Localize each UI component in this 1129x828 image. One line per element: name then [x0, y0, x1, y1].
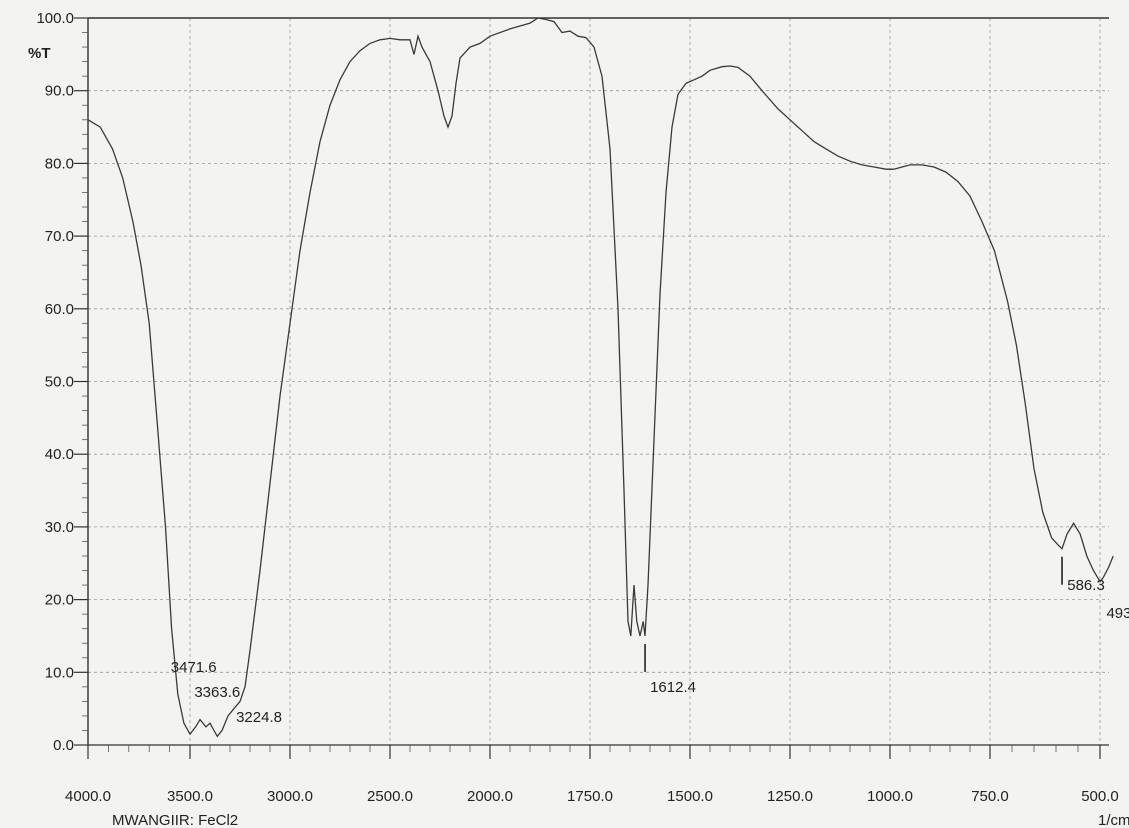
x-tick-label: 1500.0	[667, 788, 713, 805]
peak-label: 493.	[1106, 605, 1129, 622]
x-tick-label: 2000.0	[467, 788, 513, 805]
y-tick-label: 100.0	[36, 10, 74, 27]
x-tick-label: 3500.0	[167, 788, 213, 805]
x-tick-label: 4000.0	[65, 788, 111, 805]
y-tick-label: 40.0	[45, 446, 74, 463]
y-tick-label: 50.0	[45, 374, 74, 391]
y-axis-ticks: 0.0 10.0 20.0 30.0 40.0 50.0 60.0 70.0 80.0 90.0 1…	[36, 10, 88, 754]
y-tick-label: 20.0	[45, 592, 74, 609]
y-tick-label: 70.0	[45, 228, 74, 245]
y-tick-label: 0.0	[53, 737, 74, 754]
y-axis-label: %T	[28, 45, 51, 62]
grid	[87, 17, 1109, 746]
y-tick-label: 90.0	[45, 83, 74, 100]
x-tick-label: 500.0	[1081, 788, 1119, 805]
peak-label: 3363.6	[194, 684, 240, 701]
peak-label: 3471.6	[171, 659, 217, 676]
y-tick-label: 30.0	[45, 519, 74, 536]
x-axis-ticks: 4000.0 3500.0 3000.0 2500.0 2000.0 1750.0 1500…	[65, 745, 1119, 805]
y-tick-label: 10.0	[45, 664, 74, 681]
peak-label: 3224.8	[236, 709, 282, 726]
peak-label: 586.3	[1067, 577, 1105, 594]
y-tick-label: 60.0	[45, 301, 74, 318]
sample-label: MWANGIIR: FeCl2	[112, 812, 238, 828]
peak-label: 1612.4	[650, 679, 696, 696]
y-tick-label: 80.0	[45, 155, 74, 172]
x-tick-label: 2500.0	[367, 788, 413, 805]
x-tick-label: 3000.0	[267, 788, 313, 805]
spectrum-line	[87, 17, 1114, 738]
x-tick-label: 1000.0	[867, 788, 913, 805]
x-axis-unit: 1/cm	[1098, 812, 1129, 828]
x-tick-label: 1250.0	[767, 788, 813, 805]
x-tick-label: 750.0	[971, 788, 1009, 805]
x-tick-label: 1750.0	[567, 788, 613, 805]
